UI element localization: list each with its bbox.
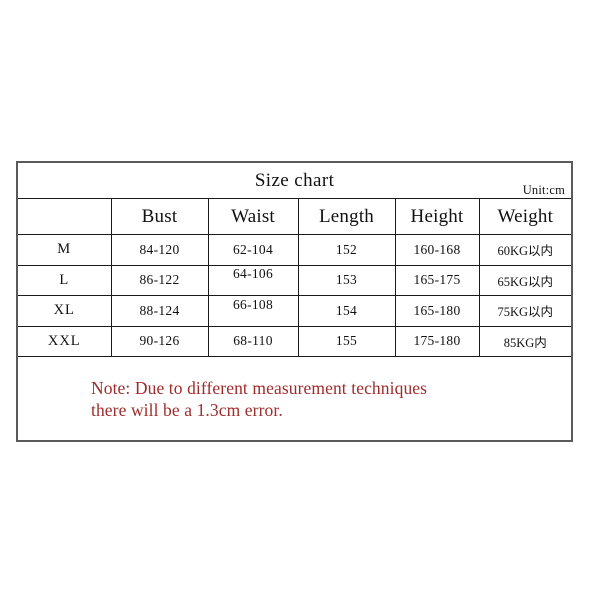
- cell-size: L: [16, 264, 112, 296]
- table-row: M 84-120 62-104 152 160-168 60KG以内: [16, 234, 573, 266]
- table-row: XL 88-124 66-108 154 165-180 75KG以内: [16, 295, 573, 327]
- column-header-height: Height: [394, 198, 480, 235]
- column-header-weight: Weight: [478, 198, 573, 235]
- cell-height: 175-180: [394, 325, 480, 357]
- cell-bust: 84-120: [110, 234, 209, 266]
- cell-waist: 62-104: [207, 234, 299, 266]
- cell-weight: 65KG以内: [478, 264, 573, 296]
- cell-bust: 90-126: [110, 325, 209, 357]
- table-row: L 86-122 64-106 153 165-175 65KG以内: [16, 264, 573, 296]
- table-title-row: Size chart Unit:cm: [17, 162, 573, 199]
- cell-waist-value: 64-106: [232, 266, 274, 282]
- cell-bust: 88-124: [110, 295, 209, 327]
- unit-label: Unit:cm: [522, 183, 566, 197]
- cell-height: 165-175: [394, 264, 480, 296]
- cell-weight: 85KG内: [478, 325, 573, 357]
- cell-weight: 60KG以内: [478, 234, 573, 266]
- cell-waist-value: 66-108: [232, 296, 274, 312]
- column-header-length: Length: [297, 198, 396, 235]
- size-chart-table: Size chart Unit:cm Bust Waist Length Hei…: [16, 161, 574, 442]
- cell-waist: 68-110: [207, 325, 299, 357]
- cell-size: XXL: [16, 325, 112, 357]
- cell-length: 153: [297, 264, 396, 296]
- table-header-row: Bust Waist Length Height Weight: [16, 198, 573, 235]
- cell-height: 165-180: [394, 295, 480, 327]
- measurement-note: Note: Due to different measurement techn…: [18, 377, 571, 421]
- cell-weight: 75KG以内: [478, 295, 573, 327]
- column-header-bust: Bust: [110, 198, 209, 235]
- cell-bust: 86-122: [110, 264, 209, 296]
- cell-length: 152: [297, 234, 396, 266]
- measurement-note-line2: there will be a 1.3cm error.: [91, 399, 283, 420]
- cell-length: 154: [297, 295, 396, 327]
- table-title-cell: Size chart Unit:cm: [17, 162, 573, 199]
- column-header-size: [16, 198, 112, 235]
- cell-waist: 64-106: [207, 264, 299, 296]
- page-title: Size chart: [254, 170, 335, 191]
- cell-length: 155: [297, 325, 396, 357]
- cell-size: M: [16, 234, 112, 266]
- measurement-note-cell: Note: Due to different measurement techn…: [17, 356, 573, 441]
- column-header-waist: Waist: [207, 198, 299, 235]
- table-row: XXL 90-126 68-110 155 175-180 85KG内: [16, 325, 573, 357]
- table-note-row: Note: Due to different measurement techn…: [17, 356, 573, 441]
- cell-height: 160-168: [394, 234, 480, 266]
- measurement-note-line1: Note: Due to different measurement techn…: [91, 377, 428, 398]
- cell-waist: 66-108: [207, 295, 299, 327]
- cell-size: XL: [16, 295, 112, 327]
